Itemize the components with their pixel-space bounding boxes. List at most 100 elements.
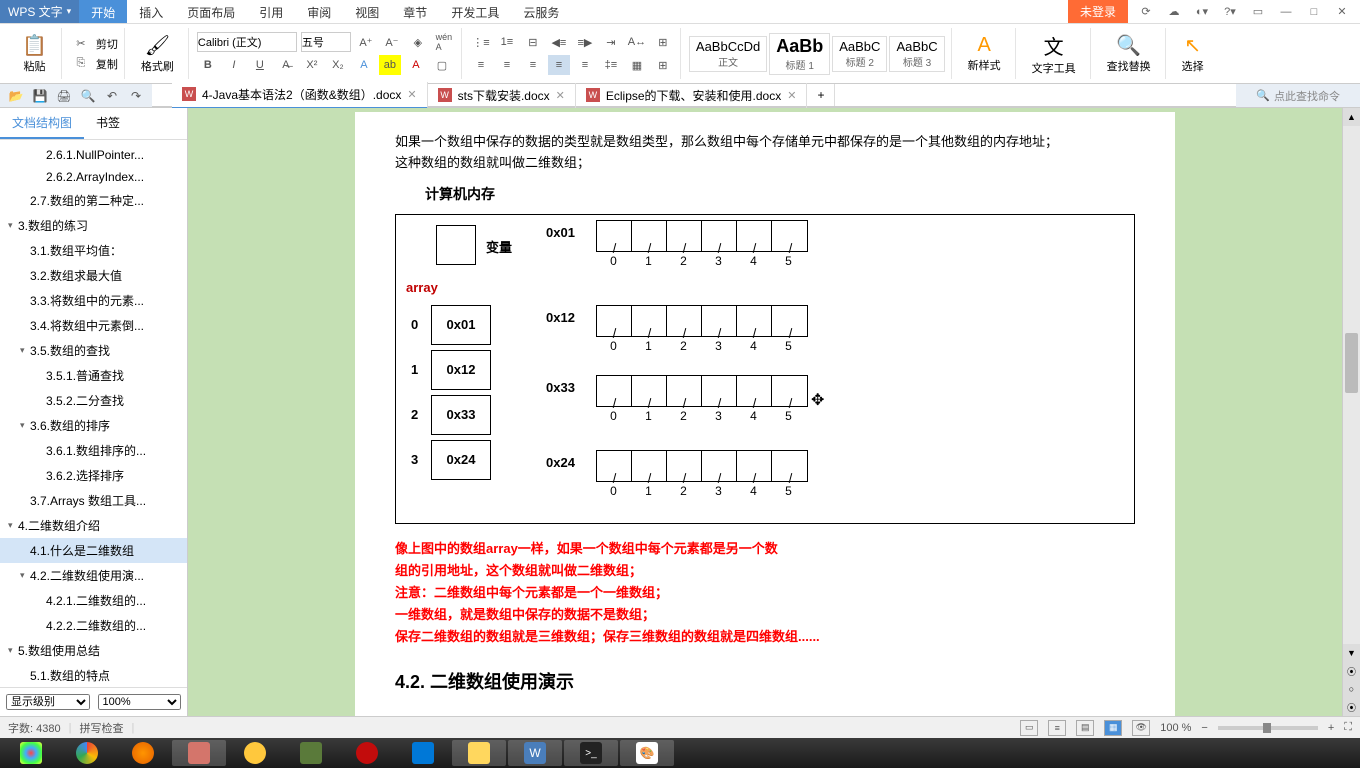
word-count[interactable]: 字数: 4380 — [8, 720, 61, 736]
menu-tab-3[interactable]: 引用 — [247, 0, 295, 23]
task-firefox[interactable] — [116, 740, 170, 766]
search-command[interactable]: 🔍 点此查找命令 — [1244, 88, 1352, 104]
menu-tab-6[interactable]: 章节 — [391, 0, 439, 23]
outline-item-3[interactable]: ▾3.数组的练习 — [0, 213, 187, 238]
subscript-icon[interactable]: X₂ — [327, 55, 349, 75]
line-spacing-icon[interactable]: ‡≡ — [600, 55, 622, 75]
task-paint[interactable]: 🎨 — [620, 740, 674, 766]
close-tab-icon[interactable]: ✕ — [787, 89, 796, 102]
outline-item-14[interactable]: 3.7.Arrays 数组工具... — [0, 488, 187, 513]
outline-item-17[interactable]: ▾4.2.二维数组使用演... — [0, 563, 187, 588]
char-border-icon[interactable]: ▢ — [431, 55, 453, 75]
outline-item-11[interactable]: ▾3.6.数组的排序 — [0, 413, 187, 438]
outline-item-20[interactable]: ▾5.数组使用总结 — [0, 638, 187, 663]
menu-tab-4[interactable]: 审阅 — [295, 0, 343, 23]
zoom-out-icon[interactable]: − — [1201, 722, 1207, 734]
style-0[interactable]: AaBbCcDd正文 — [689, 36, 767, 72]
browse-object-icon[interactable]: ○ — [1343, 680, 1360, 698]
scroll-track[interactable] — [1343, 126, 1360, 644]
close-tab-icon[interactable]: ✕ — [556, 89, 565, 102]
view-page-icon[interactable]: ▭ — [1020, 720, 1038, 736]
new-style-button[interactable]: A 新样式 — [960, 30, 1009, 77]
outline-tab-bookmark[interactable]: 书签 — [84, 108, 132, 139]
clear-format-icon[interactable]: ◈ — [407, 32, 429, 52]
doctab-2[interactable]: WEclipse的下载、安装和使用.docx✕ — [576, 83, 808, 108]
strike-icon[interactable]: A̶ — [275, 55, 297, 75]
outline-item-10[interactable]: 3.5.2.二分查找 — [0, 388, 187, 413]
outline-item-19[interactable]: 4.2.2.二维数组的... — [0, 613, 187, 638]
zoom-thumb[interactable] — [1263, 723, 1271, 733]
scroll-thumb[interactable] — [1345, 333, 1358, 393]
prev-page-icon[interactable]: ⦿ — [1343, 662, 1360, 680]
redo-icon[interactable]: ↷ — [128, 88, 144, 104]
font-select[interactable] — [197, 32, 297, 52]
spell-check[interactable]: 拼写检查 — [79, 720, 123, 736]
cut-button[interactable]: ✂ — [70, 34, 92, 54]
view-web-icon[interactable]: ▤ — [1076, 720, 1094, 736]
task-chrome[interactable] — [60, 740, 114, 766]
outline-item-5[interactable]: 3.2.数组求最大值 — [0, 263, 187, 288]
align-right-icon[interactable]: ≡ — [522, 55, 544, 75]
font-color-icon[interactable]: A — [405, 55, 427, 75]
help-icon[interactable]: ?▾ — [1220, 4, 1240, 20]
next-page-icon[interactable]: ⦿ — [1343, 698, 1360, 716]
menu-tab-7[interactable]: 开发工具 — [439, 0, 511, 23]
new-tab-button[interactable]: + — [807, 84, 835, 106]
outline-icon[interactable]: ⊟ — [522, 32, 544, 52]
outline-tab-structure[interactable]: 文档结构图 — [0, 108, 84, 139]
maximize-icon[interactable]: □ — [1304, 4, 1324, 20]
zoom-slider[interactable] — [1218, 726, 1318, 730]
open-icon[interactable]: 📂 — [8, 88, 24, 104]
print-icon[interactable]: 🖨 — [56, 88, 72, 104]
italic-icon[interactable]: I — [223, 55, 245, 75]
align-center-icon[interactable]: ≡ — [496, 55, 518, 75]
skin-icon[interactable]: ◐▾ — [1192, 4, 1212, 20]
doctab-1[interactable]: Wsts下载安装.docx✕ — [428, 83, 576, 108]
outline-item-12[interactable]: 3.6.1.数组排序的... — [0, 438, 187, 463]
cloud-icon[interactable]: ☁ — [1164, 4, 1184, 20]
outline-item-4[interactable]: 3.1.数组平均值： — [0, 238, 187, 263]
task-app1[interactable] — [172, 740, 226, 766]
view-read-icon[interactable]: ▦ — [1104, 720, 1122, 736]
outline-item-13[interactable]: 3.6.2.选择排序 — [0, 463, 187, 488]
save-icon[interactable]: 💾 — [32, 88, 48, 104]
zoom-value[interactable]: 100 % — [1160, 722, 1191, 734]
char-scale-icon[interactable]: A↔ — [626, 32, 648, 52]
task-terminal[interactable]: >_ — [564, 740, 618, 766]
outline-item-1[interactable]: 2.6.2.ArrayIndex... — [0, 166, 187, 188]
outline-item-2[interactable]: 2.7.数组的第二种定... — [0, 188, 187, 213]
shading-icon[interactable]: ▦ — [626, 55, 648, 75]
highlight-icon[interactable]: ab — [379, 55, 401, 75]
scroll-up-icon[interactable]: ▲ — [1343, 108, 1360, 126]
menu-tab-1[interactable]: 插入 — [127, 0, 175, 23]
tab-icon[interactable]: ⇥ — [600, 32, 622, 52]
outline-item-8[interactable]: ▾3.5.数组的查找 — [0, 338, 187, 363]
doctab-0[interactable]: W4-Java基本语法2（函数&数组）.docx✕ — [172, 82, 428, 109]
minimize-icon[interactable]: — — [1276, 4, 1296, 20]
dropdown-icon[interactable]: ▾ — [67, 6, 72, 17]
distribute-icon[interactable]: ≡ — [574, 55, 596, 75]
outline-item-18[interactable]: 4.2.1.二维数组的... — [0, 588, 187, 613]
outline-item-7[interactable]: 3.4.将数组中元素倒... — [0, 313, 187, 338]
task-app3[interactable] — [284, 740, 338, 766]
fullscreen-icon[interactable]: ⛶ — [1344, 721, 1352, 734]
task-music[interactable] — [340, 740, 394, 766]
menu-tab-2[interactable]: 页面布局 — [175, 0, 247, 23]
superscript-icon[interactable]: X² — [301, 55, 323, 75]
task-app2[interactable] — [228, 740, 282, 766]
outline-item-0[interactable]: 2.6.1.NullPointer... — [0, 144, 187, 166]
task-video[interactable] — [396, 740, 450, 766]
outline-item-9[interactable]: 3.5.1.普通查找 — [0, 363, 187, 388]
numbering-icon[interactable]: 1≡ — [496, 32, 518, 52]
style-1[interactable]: AaBb标题 1 — [769, 33, 830, 75]
close-icon[interactable]: ✕ — [1332, 4, 1352, 20]
paste-button[interactable]: 📋 粘贴 — [14, 29, 55, 78]
shrink-font-icon[interactable]: A⁻ — [381, 32, 403, 52]
align-left-icon[interactable]: ≡ — [470, 55, 492, 75]
outline-item-16[interactable]: 4.1.什么是二维数组 — [0, 538, 187, 563]
task-explorer[interactable] — [452, 740, 506, 766]
scroll-down-icon[interactable]: ▼ — [1343, 644, 1360, 662]
indent-right-icon[interactable]: ≡▶ — [574, 32, 596, 52]
phonetic-icon[interactable]: wénA — [433, 32, 455, 52]
copy-button[interactable]: ⎘ — [70, 54, 92, 74]
